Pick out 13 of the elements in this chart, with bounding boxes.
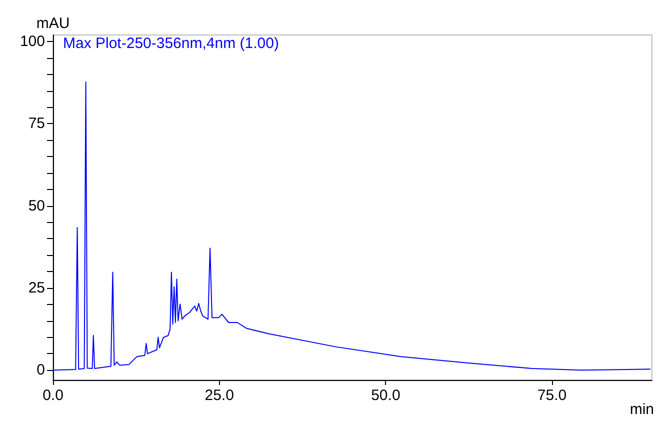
text: Max Plot-250-356nm,4nm (1.00) (63, 35, 279, 52)
line-series (52, 81, 651, 371)
x-tick-label: 25.0 (204, 387, 234, 404)
y-tick-label: 100 (20, 33, 45, 50)
y-tick-label: 50 (28, 197, 45, 214)
x-axis-title: min (630, 401, 654, 418)
x-tick-label: 50.0 (371, 387, 400, 404)
y-axis-title: mAU (36, 15, 70, 32)
x-tick-label: 75.0 (537, 387, 567, 404)
y-tick-label: 75 (28, 115, 45, 132)
y-tick-label: 25 (28, 280, 45, 296)
x-tick-label: 0.0 (42, 387, 64, 404)
y-tick-label: 0 (36, 362, 45, 379)
